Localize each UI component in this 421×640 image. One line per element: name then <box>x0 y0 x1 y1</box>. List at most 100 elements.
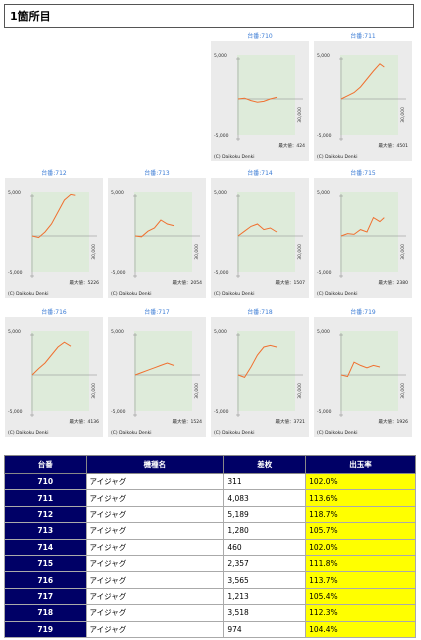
payout-rate: 113.7% <box>305 571 416 589</box>
y-tick-label: 5,000 <box>317 190 330 196</box>
machine-name: アイジャグ <box>85 554 225 573</box>
machine-link[interactable]: 台番:716 <box>41 309 67 316</box>
y-tick-label: 5,000 <box>8 190 21 196</box>
coin-diff: 2,357 <box>223 554 307 573</box>
copyright: (C) Daikoku Denki <box>111 291 151 297</box>
machine-link[interactable]: 台番:719 <box>350 309 376 316</box>
max-value: 最大値：1524 <box>173 418 203 425</box>
copyright: (C) Daikoku Denki <box>317 154 357 160</box>
machine-number: 716 <box>4 571 87 589</box>
machine-link[interactable]: 台番:718 <box>247 309 273 316</box>
machine-name: アイジャグ <box>85 604 225 622</box>
chart-deco <box>31 331 89 411</box>
x-end-label: 30,000 <box>400 383 406 399</box>
table-row: 714 アイジャグ 460 102.0% <box>4 538 416 556</box>
copyright: (C) Daikoku Denki <box>8 291 48 297</box>
table-row: 715 アイジャグ 2,357 111.8% <box>4 554 416 573</box>
x-end-label: 30,000 <box>91 383 97 399</box>
graph-card: 台番:710 5,000 -5,000 30,000 最大値：424 (C) Daikok… <box>211 33 309 161</box>
chart-deco <box>134 331 192 411</box>
table-row: 717 アイジャグ 1,213 105.4% <box>4 587 416 606</box>
machine-name: アイジャグ <box>85 472 225 491</box>
mini-chart: 5,000 -5,000 30,000 最大値：2054 (C) Daikoku Den… <box>108 178 206 298</box>
machine-number: 717 <box>4 587 87 606</box>
y-tick-label: 5,000 <box>111 190 124 196</box>
graph-card: 台番:719 5,000 -5,000 30,000 最大値：1926 (C) Daiko… <box>314 309 412 437</box>
trend-line <box>31 341 72 376</box>
graph-card: 台番:717 5,000 -5,000 30,000 最大値：1524 (C) Daiko… <box>108 309 206 437</box>
trend-line <box>237 223 278 237</box>
x-end-label: 30,000 <box>91 244 97 260</box>
max-value: 最大値：2380 <box>379 279 409 286</box>
x-end-label: 30,000 <box>194 244 200 260</box>
y-tick-label: -5,000 <box>111 270 126 276</box>
machine-name: アイジャグ <box>85 620 225 638</box>
payout-rate: 113.6% <box>305 489 416 507</box>
coin-diff: 974 <box>223 620 307 638</box>
table-row: 719 アイジャグ 974 104.4% <box>4 620 416 638</box>
graph-card: 台番:713 5,000 -5,000 30,000 最大値：2054 (C) Daiko… <box>108 170 206 298</box>
trend-line <box>237 344 278 379</box>
trend-line <box>237 96 278 103</box>
copyright: (C) Daikoku Denki <box>214 154 254 160</box>
y-tick-label: -5,000 <box>214 133 229 139</box>
graph-card: 台番:711 5,000 -5,000 30,000 最大値：4501 (C) Daiko… <box>314 33 412 161</box>
machine-link[interactable]: 台番:715 <box>350 170 376 177</box>
x-end-label: 30,000 <box>400 107 406 123</box>
max-value: 最大値：1507 <box>276 279 306 286</box>
y-tick-label: -5,000 <box>111 409 126 415</box>
table-row: 712 アイジャグ 5,189 118.7% <box>4 505 416 524</box>
y-tick-label: -5,000 <box>214 270 229 276</box>
x-end-label: 30,000 <box>297 383 303 399</box>
machine-link[interactable]: 台番:714 <box>247 170 273 177</box>
machine-link[interactable]: 台番:717 <box>144 309 170 316</box>
payout-rate: 102.0% <box>305 472 416 491</box>
coin-diff: 3,565 <box>223 571 307 589</box>
max-value: 最大値：4136 <box>70 418 100 425</box>
chart-deco <box>340 331 398 411</box>
y-tick-label: -5,000 <box>214 409 229 415</box>
trend-line <box>134 219 175 238</box>
machine-number: 711 <box>4 489 87 507</box>
machine-number: 712 <box>4 505 87 524</box>
column-header: 出玉率 <box>305 455 416 474</box>
payout-rate: 111.8% <box>305 554 416 573</box>
column-header: 差枚 <box>223 455 307 474</box>
machine-number: 715 <box>4 554 87 573</box>
max-value: 最大値：2054 <box>173 279 203 286</box>
table-row: 710 アイジャグ 311 102.0% <box>4 472 416 491</box>
data-table: 台番 機種名 差枚 出玉率 710 アイジャグ 311 102.0% 711 アイジャグ 4,083… <box>4 455 416 638</box>
header-row: 台番 機種名 差枚 出玉率 <box>4 455 416 474</box>
machine-link[interactable]: 台番:711 <box>350 33 376 40</box>
copyright: (C) Daikoku Denki <box>8 430 48 436</box>
trend-line <box>340 361 381 378</box>
machine-link[interactable]: 台番:712 <box>41 170 67 177</box>
machine-link[interactable]: 台番:713 <box>144 170 170 177</box>
mini-chart: 5,000 -5,000 30,000 最大値：1507 (C) Daikoku Den… <box>211 178 309 298</box>
max-value: 最大値：5226 <box>70 279 100 286</box>
y-tick-label: 5,000 <box>214 329 227 335</box>
graph-card: 台番:716 5,000 -5,000 30,000 最大値：4136 (C) Daiko… <box>5 309 103 437</box>
mini-chart: 5,000 -5,000 30,000 最大値：4501 (C) Daikoku Den… <box>314 41 412 161</box>
table-row: 711 アイジャグ 4,083 113.6% <box>4 489 416 507</box>
machine-number: 714 <box>4 538 87 556</box>
payout-rate: 105.4% <box>305 587 416 606</box>
machine-number: 710 <box>4 472 87 491</box>
x-end-label: 30,000 <box>297 244 303 260</box>
y-tick-label: -5,000 <box>317 133 332 139</box>
mini-chart: 5,000 -5,000 30,000 最大値：5226 (C) Daikoku Den… <box>5 178 103 298</box>
chart-deco <box>237 192 295 272</box>
coin-diff: 1,280 <box>223 522 307 540</box>
trend-line <box>134 362 175 376</box>
machine-name: アイジャグ <box>85 505 225 524</box>
max-value: 最大値：424 <box>278 142 305 149</box>
machine-link[interactable]: 台番:710 <box>247 33 273 40</box>
trend-line <box>340 216 385 237</box>
max-value: 最大値：1926 <box>379 418 409 425</box>
copyright: (C) Daikoku Denki <box>111 430 151 436</box>
mini-chart: 5,000 -5,000 30,000 最大値：1926 (C) Daikoku Den… <box>314 317 412 437</box>
mini-chart: 5,000 -5,000 30,000 最大値：3721 (C) Daikoku Den… <box>211 317 309 437</box>
chart-deco <box>134 192 192 272</box>
y-tick-label: 5,000 <box>214 190 227 196</box>
